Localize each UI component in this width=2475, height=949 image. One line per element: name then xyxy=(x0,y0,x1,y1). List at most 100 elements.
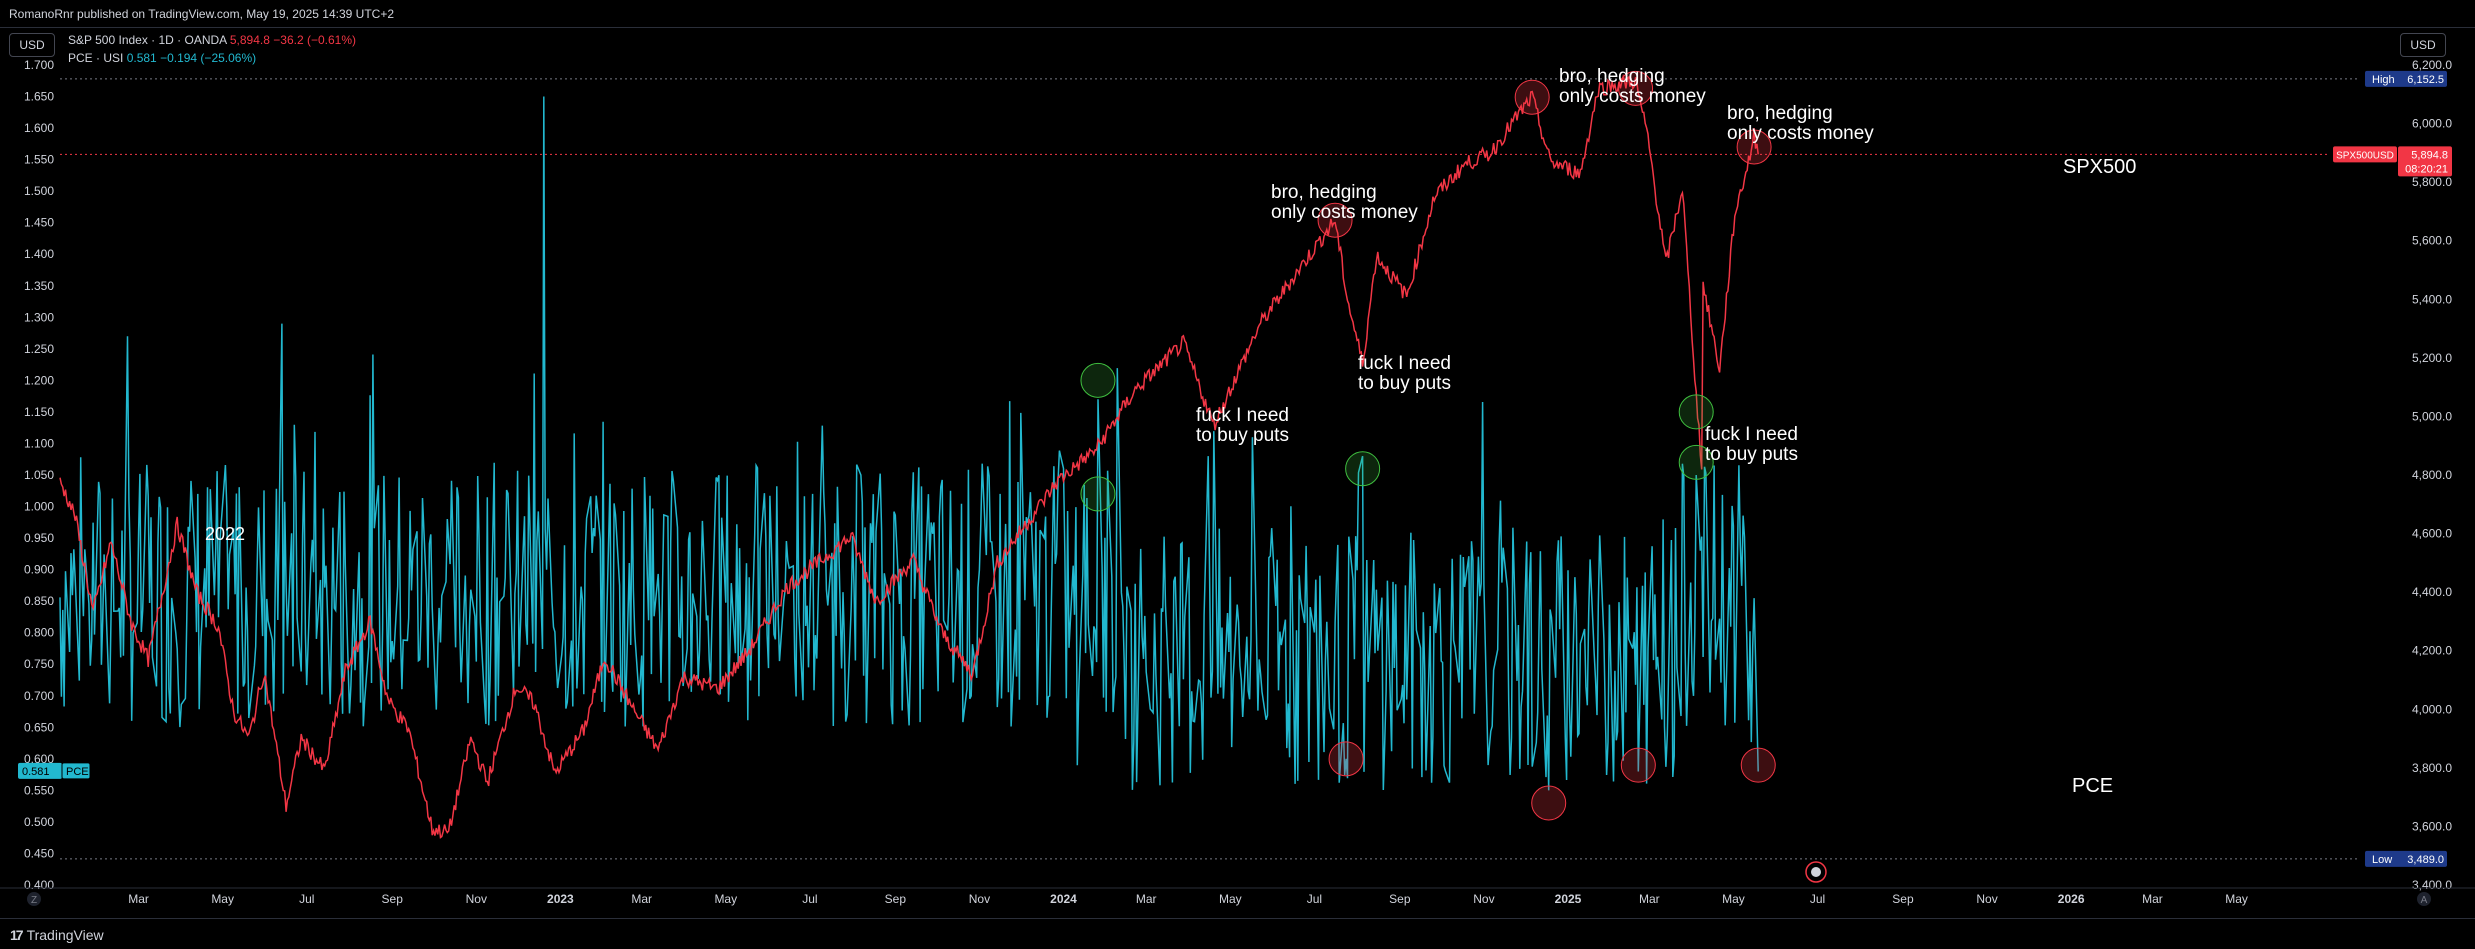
time-tick-label: May xyxy=(714,892,737,906)
time-tick-label: Jul xyxy=(299,892,314,906)
left-currency-button[interactable]: USD xyxy=(9,33,55,57)
high-badge-value: 6,152.5 xyxy=(2407,74,2444,86)
publish-bar: RomanoRnr published on TradingView.com, … xyxy=(0,0,2475,28)
time-tick-label: Jul xyxy=(802,892,817,906)
time-tick-label: Mar xyxy=(631,892,652,906)
left-tick-label: 0.650 xyxy=(24,720,54,734)
top-circle xyxy=(1317,202,1353,238)
time-tick-label: Sep xyxy=(885,892,907,906)
event-icon-dot xyxy=(1811,867,1821,877)
pce-last-badge xyxy=(18,762,62,779)
footer-bar: 17 TradingView xyxy=(0,918,2475,949)
spx-series xyxy=(59,73,1759,839)
left-tick-label: 0.800 xyxy=(24,626,54,640)
zoom-right-button xyxy=(2417,892,2431,906)
top-circle xyxy=(1514,79,1550,115)
right-tick-label: 5,800.0 xyxy=(2412,175,2452,189)
time-tick-label: Sep xyxy=(1892,892,1914,906)
left-tick-label: 0.400 xyxy=(24,878,54,892)
last-price-countdown: 08:20:21 xyxy=(2405,163,2448,175)
puts-annotation: to buy puts xyxy=(1705,444,1798,465)
right-tick-label: 5,600.0 xyxy=(2412,234,2452,248)
right-tick-label: 3,800.0 xyxy=(2412,761,2452,775)
low-circle xyxy=(1620,747,1656,783)
spx-legend-price: 5,894.8 xyxy=(229,33,270,47)
puts-annotation: fuck I need xyxy=(1705,424,1798,445)
time-axis: Mar May Jul Sep Nov 2023 Mar May Jul Sep Nov 2024 Ma… xyxy=(0,887,2475,906)
low-circle xyxy=(1328,741,1364,777)
left-tick-label: 1.600 xyxy=(24,121,54,135)
time-tick-label: 2023 xyxy=(547,892,574,906)
symbol-badge-label: SPX500USD xyxy=(2336,150,2394,161)
left-tick-label: 1.050 xyxy=(24,468,54,482)
time-tick-label: 2026 xyxy=(2058,892,2085,906)
puts-annotation: to buy puts xyxy=(1196,425,1289,446)
hedge-annotation: only costs money xyxy=(1727,123,1874,144)
left-tick-label: 0.700 xyxy=(24,689,54,703)
time-tick-label: Mar xyxy=(128,892,149,906)
left-tick-label: 0.600 xyxy=(24,752,54,766)
hedge-annotation: bro, hedging xyxy=(1271,182,1377,203)
right-tick-label: 4,200.0 xyxy=(2412,644,2452,658)
left-tick-label: 1.200 xyxy=(24,373,54,387)
right-tick-label: 3,600.0 xyxy=(2412,819,2452,833)
right-tick-label: 4,000.0 xyxy=(2412,702,2452,716)
low-badge-value: 3,489.0 xyxy=(2407,854,2444,866)
top-circle xyxy=(1736,129,1772,165)
spike-circle xyxy=(1678,394,1714,430)
pce-legend-value: 0.581 xyxy=(126,51,157,65)
time-tick-label: Nov xyxy=(1473,892,1494,906)
time-tick-label: Mar xyxy=(2142,892,2163,906)
left-tick-label: 0.550 xyxy=(24,783,54,797)
left-tick-label: 0.900 xyxy=(24,563,54,577)
left-tick-label: 1.700 xyxy=(24,58,54,72)
spx-legend-change: −36.2 (−0.61%) xyxy=(273,33,356,47)
pce-line xyxy=(59,96,1759,791)
left-tick-label: 1.450 xyxy=(24,216,54,230)
time-tick-label: Nov xyxy=(466,892,487,906)
reference-lines xyxy=(60,78,2360,860)
time-tick-label: May xyxy=(211,892,234,906)
tradingview-brand: TradingView xyxy=(26,927,104,943)
zoom-left-label: Z xyxy=(31,895,37,906)
time-tick-label: 2024 xyxy=(1050,892,1077,906)
right-tick-label: 4,800.0 xyxy=(2412,468,2452,482)
left-tick-label: 1.150 xyxy=(24,405,54,419)
pce-legend[interactable]: PCE · USI 0.581 −0.194 (−25.06%) xyxy=(68,51,256,65)
right-axis: 3,400.0 3,600.0 3,800.0 4,000.0 4,200.0 4,400… xyxy=(2412,58,2452,892)
time-tick-label: Sep xyxy=(1389,892,1411,906)
time-tick-label: Jul xyxy=(1810,892,1825,906)
pce-legend-change: −0.194 (−25.06%) xyxy=(160,51,257,65)
left-tick-label: 0.450 xyxy=(24,846,54,860)
year-annotation: 2022 xyxy=(205,524,245,544)
hedge-annotation: only costs money xyxy=(1271,202,1418,223)
puts-annotation: to buy puts xyxy=(1358,373,1451,394)
tradingview-logo[interactable]: 17 TradingView xyxy=(10,927,104,943)
zoom-right-label: A xyxy=(2421,895,2428,906)
price-badges: High 6,152.5 Low 3,489.0 SPX500USD 5,894.8 08:… xyxy=(18,70,2452,867)
time-tick-label: Mar xyxy=(1136,892,1157,906)
time-tick-label: May xyxy=(1219,892,1242,906)
pce-series xyxy=(59,96,1759,791)
low-circle xyxy=(1531,785,1567,821)
time-tick-label: Nov xyxy=(1976,892,1997,906)
time-tick-label: Sep xyxy=(382,892,404,906)
hedge-annotation: bro, hedging xyxy=(1559,66,1665,87)
pce-name-label: PCE xyxy=(66,766,89,778)
hedge-annotation: bro, hedging xyxy=(1727,103,1833,124)
puts-annotation: fuck I need xyxy=(1196,405,1289,426)
top-circle xyxy=(1618,70,1654,106)
right-tick-label: 3,400.0 xyxy=(2412,878,2452,892)
right-currency-button[interactable]: USD xyxy=(2400,33,2446,57)
left-tick-label: 1.250 xyxy=(24,342,54,356)
spx-legend[interactable]: S&P 500 Index · 1D · OANDA 5,894.8 −36.2… xyxy=(68,33,356,47)
right-tick-label: 4,400.0 xyxy=(2412,585,2452,599)
left-tick-label: 1.550 xyxy=(24,153,54,167)
spike-circle xyxy=(1678,444,1714,480)
left-tick-label: 0.500 xyxy=(24,815,54,829)
left-tick-label: 1.000 xyxy=(24,500,54,514)
spike-circle xyxy=(1080,476,1116,512)
right-tick-label: 5,400.0 xyxy=(2412,292,2452,306)
